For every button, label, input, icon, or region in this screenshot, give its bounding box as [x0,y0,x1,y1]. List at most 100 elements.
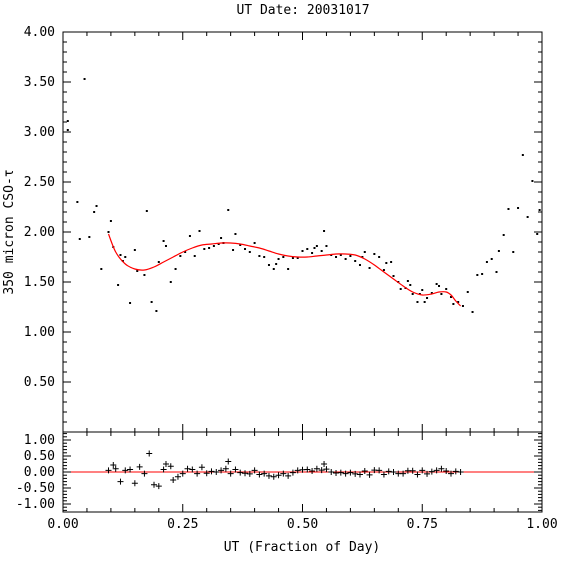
data-point [267,264,270,266]
data-point [109,220,112,222]
residual-point [400,470,407,477]
residual-point [242,470,249,477]
data-point [392,275,395,277]
chart-title: UT Date: 20031017 [236,3,369,18]
data-point [217,243,220,245]
data-point [136,270,139,272]
data-point [344,258,347,260]
main-plot-ticks [62,31,543,433]
data-point [88,236,91,238]
residual-point [289,469,296,476]
data-point [502,234,505,236]
data-point [198,230,201,232]
data-point [129,302,132,304]
data-point [66,129,69,131]
residual-point [127,466,134,473]
residual-point [352,470,359,477]
residual-point [198,464,205,471]
data-point [323,230,326,232]
residual-point [452,468,459,475]
data-point [227,209,230,211]
data-point [438,285,441,287]
data-point [234,233,237,235]
data-point [164,245,167,247]
data-point [531,180,534,182]
data-point [306,248,309,250]
data-point [406,280,409,282]
x-tick-label: 1.00 [526,517,557,532]
data-point [239,244,242,246]
residual-point [285,472,292,479]
x-tick-label: 0.25 [167,517,198,532]
data-point [188,235,191,237]
data-point [313,247,316,249]
residual-point [261,470,268,477]
data-point [150,301,153,303]
residual-y-tick-label: -0.50 [16,481,55,496]
data-point [119,254,122,256]
data-point [339,254,342,256]
y-tick-label: 1.50 [24,275,55,290]
x-axis-tick-labels: 0.00 0.25 0.50 0.75 1.00 [47,517,557,532]
data-point [162,240,165,242]
y-tick-label: 4.00 [24,25,55,40]
data-point [452,303,455,305]
data-point [311,252,314,254]
data-point [481,273,484,275]
residual-point [184,465,191,472]
x-axis-label: UT (Fraction of Day) [224,540,381,555]
x-tick-label: 0.75 [407,517,438,532]
residual-point [313,465,320,472]
data-point [282,256,285,258]
data-point [471,311,474,313]
residual-point [280,470,287,477]
residual-point [246,470,253,477]
data-point [287,268,290,270]
residual-point [309,468,316,475]
residual-point [433,467,440,474]
data-point [272,268,275,270]
residual-point [385,468,392,475]
residual-y-tick-label: 0.50 [24,449,55,464]
residual-point [356,471,363,478]
data-point [421,289,424,291]
main-plot-y-tick-labels: 0.50 1.00 1.50 2.00 2.50 3.00 3.50 4.00 [24,25,55,390]
data-point [382,269,385,271]
residual-point [347,469,354,476]
data-point [93,211,96,213]
data-point [291,257,294,259]
residual-point [227,470,234,477]
residual-point [419,467,426,474]
data-point [208,247,211,249]
residual-point [443,468,450,475]
data-point [426,297,429,299]
residual-point [237,469,244,476]
residual-point [323,466,330,473]
residual-point [414,471,421,478]
data-point [354,260,357,262]
data-point [174,268,177,270]
data-point [411,293,414,295]
residual-point [122,467,129,474]
residual-point [136,463,143,470]
data-point [244,248,247,250]
data-point [521,154,524,156]
data-point [157,261,160,263]
data-point [358,264,361,266]
residual-point [380,471,387,478]
residual-point [218,467,225,474]
data-point [100,268,103,270]
residual-point [141,470,148,477]
residual-plot-y-tick-labels: -1.00-0.500.000.501.00 [16,433,55,512]
data-point [495,271,498,273]
residual-y-tick-label: 1.00 [24,433,55,448]
data-point [349,255,352,257]
data-point [507,208,510,210]
x-tick-label: 0.50 [287,517,318,532]
residual-point [265,472,272,479]
data-point [325,245,328,247]
data-point [435,283,438,285]
residual-point [146,450,153,457]
residual-point [162,461,169,467]
